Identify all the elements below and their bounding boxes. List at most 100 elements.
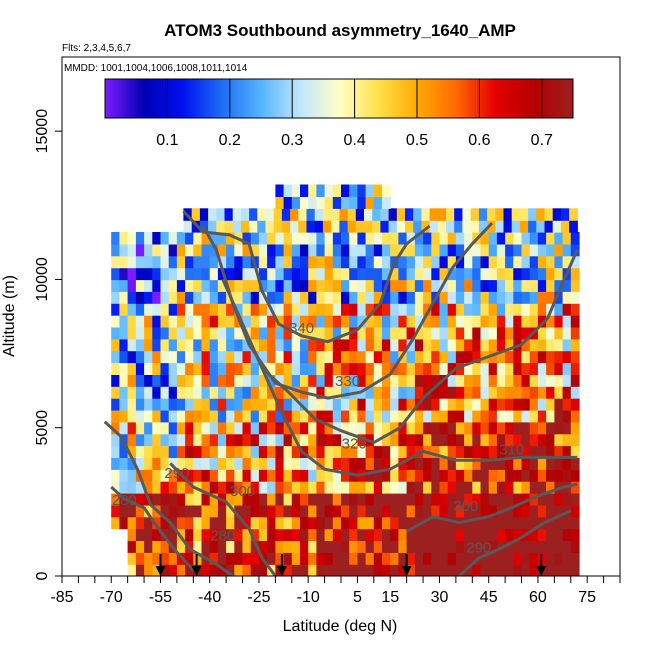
heatmap-cell (119, 516, 129, 530)
heatmap-cell (437, 220, 447, 233)
heatmap-cell (267, 552, 276, 565)
heatmap-cell (300, 493, 309, 506)
heatmap-cell (357, 362, 367, 375)
heatmap-cell (127, 291, 137, 304)
heatmap-cell (152, 255, 162, 269)
heatmap-cell (193, 409, 203, 423)
heatmap-cell (464, 232, 473, 245)
heatmap-cell (554, 433, 564, 447)
heatmap-cell (537, 267, 547, 281)
heatmap-cell (349, 362, 358, 375)
heatmap-cell (242, 398, 252, 411)
heatmap-cell (217, 540, 227, 553)
heatmap-cell (258, 445, 268, 458)
heatmap-cell (464, 303, 473, 316)
heatmap-cell (168, 457, 178, 470)
heatmap-cell (349, 267, 358, 281)
heatmap-cell (521, 421, 531, 435)
heatmap-cell (373, 255, 383, 269)
heatmap-cell (382, 374, 391, 387)
heatmap-cell (127, 338, 137, 352)
heatmap-cell (382, 315, 391, 328)
heatmap-cell (267, 493, 276, 506)
heatmap-cell (283, 433, 293, 447)
heatmap-cell (355, 220, 365, 233)
heatmap-cell (234, 291, 244, 304)
heatmap-cell (570, 469, 580, 482)
heatmap-cell (193, 504, 203, 518)
heatmap-cell (390, 457, 399, 470)
heatmap-cell (398, 232, 408, 245)
heatmap-cell (423, 398, 432, 411)
heatmap-cell (242, 540, 252, 553)
heatmap-cell (529, 362, 539, 375)
heatmap-cell (349, 255, 358, 269)
heatmap-cell (201, 469, 211, 482)
heatmap-cell (275, 493, 285, 506)
heatmap-cell (283, 196, 293, 209)
heatmap-cell (488, 279, 498, 292)
heatmap-cell (570, 315, 580, 328)
heatmap-cell (521, 386, 531, 399)
heatmap-cell (119, 457, 129, 470)
heatmap-cell (423, 433, 432, 447)
heatmap-cell (111, 350, 120, 364)
heatmap-cell (423, 469, 432, 482)
heatmap-cell (291, 243, 301, 257)
heatmap-cell (536, 220, 546, 233)
heatmap-cell (316, 374, 326, 387)
flight-marker-head (276, 566, 287, 576)
heatmap-cell (209, 374, 219, 387)
heatmap-cell (560, 220, 570, 233)
heatmap-cell (242, 433, 252, 447)
heatmap-cell (455, 374, 465, 387)
heatmap-cell (176, 528, 186, 541)
heatmap-cell (160, 552, 170, 565)
heatmap-cell (472, 386, 482, 399)
heatmap-cell (111, 398, 120, 411)
heatmap-cell (242, 457, 252, 470)
heatmap-cell (324, 279, 334, 292)
heatmap-cell (111, 493, 120, 506)
heatmap-cell (127, 445, 137, 458)
heatmap-cell (300, 433, 309, 447)
heatmap-cell (185, 504, 194, 518)
heatmap-cell (193, 267, 203, 281)
heatmap-cell (505, 481, 514, 494)
heatmap-cell (544, 220, 554, 233)
heatmap-cell (455, 528, 465, 541)
heatmap-cell (201, 326, 211, 340)
heatmap-cell (554, 421, 564, 435)
heatmap-cell (234, 421, 244, 435)
heatmap-cell (398, 279, 408, 292)
heatmap-cell (390, 552, 399, 565)
heatmap-cell (472, 362, 482, 375)
heatmap-cell (373, 398, 383, 411)
heatmap-cell (250, 243, 260, 257)
heatmap-cell (135, 386, 145, 399)
heatmap-cell (464, 421, 473, 435)
heatmap-cell (431, 528, 441, 541)
heatmap-cell (373, 279, 383, 292)
heatmap-cell (505, 493, 514, 506)
heatmap-cell (152, 243, 162, 257)
heatmap-cell (267, 243, 276, 257)
heatmap-cell (144, 255, 153, 269)
heatmap-cell (570, 504, 580, 518)
heatmap-cell (373, 445, 383, 458)
heatmap-cell (373, 386, 383, 399)
heatmap-cell (406, 564, 416, 576)
heatmap-cell (168, 504, 178, 518)
heatmap-cell (250, 315, 260, 328)
heatmap-cell (201, 386, 211, 399)
heatmap-cell (144, 457, 153, 470)
heatmap-cell (380, 208, 390, 221)
heatmap-cell (168, 552, 178, 565)
heatmap-cell (431, 421, 441, 435)
heatmap-cell (226, 255, 235, 269)
heatmap-cell (414, 303, 424, 316)
heatmap-cell (365, 374, 375, 387)
heatmap-cell (431, 469, 441, 482)
heatmap-cell (464, 279, 473, 292)
heatmap-cell (267, 433, 276, 447)
